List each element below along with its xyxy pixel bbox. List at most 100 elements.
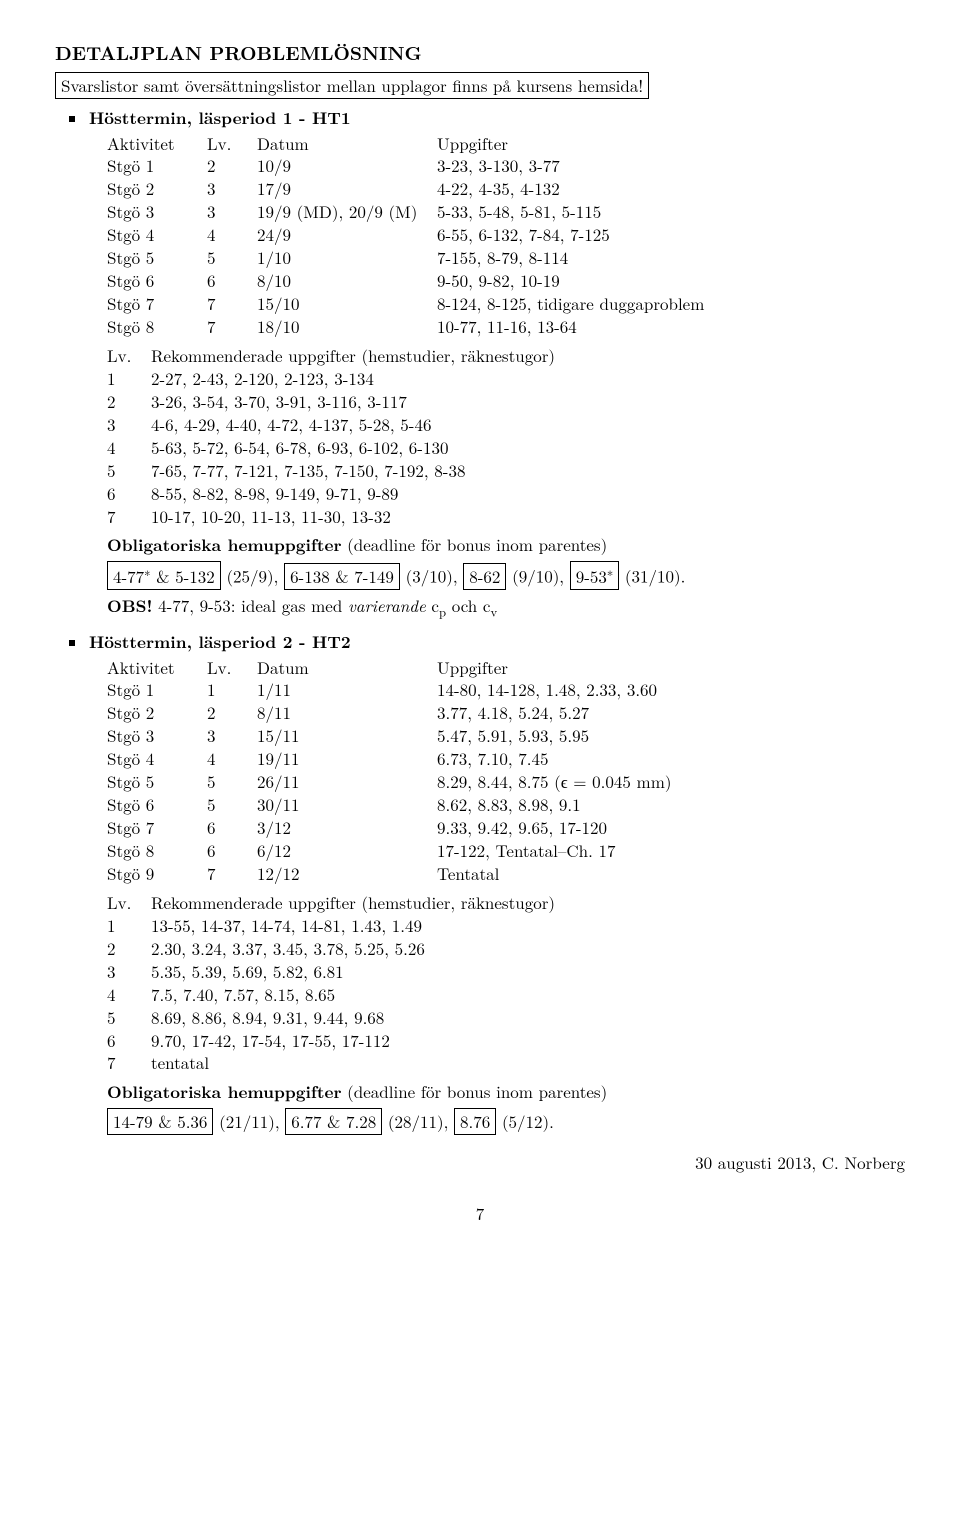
col-header: Lv. <box>207 132 257 155</box>
cell: 2 <box>107 937 151 960</box>
cell: 10/9 <box>257 154 437 177</box>
cell: 6.73, 7.10, 7.45 <box>437 747 681 770</box>
oblig-box: 9-53∗ <box>570 561 620 590</box>
cell: 5 <box>107 459 151 482</box>
cell: 3 <box>207 724 257 747</box>
cell: 2 <box>207 154 257 177</box>
col-header: Aktivitet <box>107 656 207 679</box>
table-row: Stgö 5526/118.29, 8.44, 8.75 (ϵ = 0.045 … <box>107 770 681 793</box>
cell: 6-55, 6-132, 7-84, 7-125 <box>437 223 714 246</box>
oblig-box: 4-77∗ & 5-132 <box>107 561 221 590</box>
table-row: 57-65, 7-77, 7-121, 7-135, 7-150, 7-192,… <box>107 459 569 482</box>
col-header: Datum <box>257 656 437 679</box>
cell: 12/12 <box>257 862 437 885</box>
cell: 5-33, 5-48, 5-81, 5-115 <box>437 200 714 223</box>
oblig-heading-ht2: Obligatoriska hemuppgifter (deadline för… <box>107 1080 905 1104</box>
cell: 1 <box>107 914 151 937</box>
cell: Stgö 5 <box>107 246 207 269</box>
cell: 2 <box>207 701 257 724</box>
oblig-box: 14-79 & 5.36 <box>107 1108 213 1135</box>
cell: 14-80, 14-128, 1.48, 2.33, 3.60 <box>437 678 681 701</box>
page-title: DETALJPLAN PROBLEMLÖSNING <box>55 40 905 66</box>
cell: Stgö 4 <box>107 223 207 246</box>
table-row: Stgö 668/109-50, 9-82, 10-19 <box>107 269 714 292</box>
ht2-rec-table: Lv. Rekommenderade uppgifter (hemstudier… <box>107 891 569 1075</box>
cell: 5.47, 5.91, 5.93, 5.95 <box>437 724 681 747</box>
table-row: Stgö 9712/12Tentatal <box>107 862 681 885</box>
page-number: 7 <box>55 1202 905 1225</box>
cell: 7 <box>107 505 151 528</box>
cell: 8/11 <box>257 701 437 724</box>
cell: 3.77, 4.18, 5.24, 5.27 <box>437 701 681 724</box>
table-row: Stgö 866/1217-122, Tentatal–Ch. 17 <box>107 839 681 862</box>
table-row: Stgö 111/1114-80, 14-128, 1.48, 2.33, 3.… <box>107 678 681 701</box>
cell: 2-27, 2-43, 2-120, 2-123, 3-134 <box>151 367 569 390</box>
ht1-rec-table: Lv. Rekommenderade uppgifter (hemstudier… <box>107 344 569 528</box>
cell: 6 <box>107 1029 151 1052</box>
cell: 15/11 <box>257 724 437 747</box>
col-header: Lv. <box>207 656 257 679</box>
cell: 8/10 <box>257 269 437 292</box>
cell: 5-63, 5-72, 6-54, 6-78, 6-93, 6-102, 6-1… <box>151 436 569 459</box>
cell: 1/11 <box>257 678 437 701</box>
cell: 19/9 (MD), 20/9 (M) <box>257 200 437 223</box>
cell: 1/10 <box>257 246 437 269</box>
cell: Stgö 1 <box>107 154 207 177</box>
cell: 4 <box>207 747 257 770</box>
table-row: 12-27, 2-43, 2-120, 2-123, 3-134 <box>107 367 569 390</box>
cell: 9.33, 9.42, 9.65, 17-120 <box>437 816 681 839</box>
table-row: 710-17, 10-20, 11-13, 11-30, 13-32 <box>107 505 569 528</box>
ht1-table: Aktivitet Lv. Datum Uppgifter Stgö 1210/… <box>107 132 714 338</box>
table-row: Stgö 7715/108-124, 8-125, tidigare dugga… <box>107 292 714 315</box>
table-row: Stgö 3315/115.47, 5.91, 5.93, 5.95 <box>107 724 681 747</box>
cell: 7-65, 7-77, 7-121, 7-135, 7-150, 7-192, … <box>151 459 569 482</box>
col-header: Lv. <box>107 891 151 914</box>
cell: 18/10 <box>257 315 437 338</box>
cell: 6 <box>207 839 257 862</box>
cell: Tentatal <box>437 862 681 885</box>
table-row: 23-26, 3-54, 3-70, 3-91, 3-116, 3-117 <box>107 390 569 413</box>
rec-heading: Rekommenderade uppgifter (hemstudier, rä… <box>151 891 569 914</box>
cell: 6 <box>107 482 151 505</box>
footer-date: 30 augusti 2013, C. Norberg <box>55 1151 905 1174</box>
table-row: 7tentatal <box>107 1051 569 1074</box>
oblig-heading-ht1: Obligatoriska hemuppgifter (deadline för… <box>107 533 905 557</box>
cell: 7 <box>207 292 257 315</box>
cell: 2.30, 3.24, 3.37, 3.45, 3.78, 5.25, 5.26 <box>151 937 569 960</box>
cell: Stgö 8 <box>107 839 207 862</box>
obs-note: OBS! 4-77, 9-53: ideal gas med varierand… <box>107 594 905 621</box>
cell: 7-155, 8-79, 8-114 <box>437 246 714 269</box>
cell: 8.29, 8.44, 8.75 (ϵ = 0.045 mm) <box>437 770 681 793</box>
cell: 17/9 <box>257 177 437 200</box>
table-header-row: Aktivitet Lv. Datum Uppgifter <box>107 656 681 679</box>
table-row: 68-55, 8-82, 8-98, 9-149, 9-71, 9-89 <box>107 482 569 505</box>
table-row: 34-6, 4-29, 4-40, 4-72, 4-137, 5-28, 5-4… <box>107 413 569 436</box>
cell: 5.35, 5.39, 5.69, 5.82, 6.81 <box>151 960 569 983</box>
cell: 3/12 <box>257 816 437 839</box>
table-row: Stgö 4419/116.73, 7.10, 7.45 <box>107 747 681 770</box>
table-row: Stgö 228/113.77, 4.18, 5.24, 5.27 <box>107 701 681 724</box>
cell: 7 <box>207 315 257 338</box>
cell: 1 <box>107 367 151 390</box>
intro-box: Svarslistor samt översättningslistor mel… <box>55 72 649 99</box>
cell: 4 <box>207 223 257 246</box>
cell: 3 <box>107 413 151 436</box>
oblig-box: 8.76 <box>454 1108 496 1135</box>
table-header-row: Aktivitet Lv. Datum Uppgifter <box>107 132 714 155</box>
cell: 6 <box>207 816 257 839</box>
cell: 8-124, 8-125, tidigare duggaproblem <box>437 292 714 315</box>
table-row: 22.30, 3.24, 3.37, 3.45, 3.78, 5.25, 5.2… <box>107 937 569 960</box>
cell: Stgö 1 <box>107 678 207 701</box>
cell: Stgö 6 <box>107 793 207 816</box>
table-row: Stgö 763/129.33, 9.42, 9.65, 17-120 <box>107 816 681 839</box>
cell: 1 <box>207 678 257 701</box>
ht2-heading: Hösttermin, läsperiod 2 - HT2 <box>89 631 351 654</box>
table-row: Stgö 3319/9 (MD), 20/9 (M)5-33, 5-48, 5-… <box>107 200 714 223</box>
cell: Stgö 8 <box>107 315 207 338</box>
cell: 9.70, 17-42, 17-54, 17-55, 17-112 <box>151 1029 569 1052</box>
cell: 3-23, 3-130, 3-77 <box>437 154 714 177</box>
cell: 4 <box>107 436 151 459</box>
cell: 5 <box>207 246 257 269</box>
cell: 5 <box>107 1006 151 1029</box>
cell: 3 <box>107 960 151 983</box>
